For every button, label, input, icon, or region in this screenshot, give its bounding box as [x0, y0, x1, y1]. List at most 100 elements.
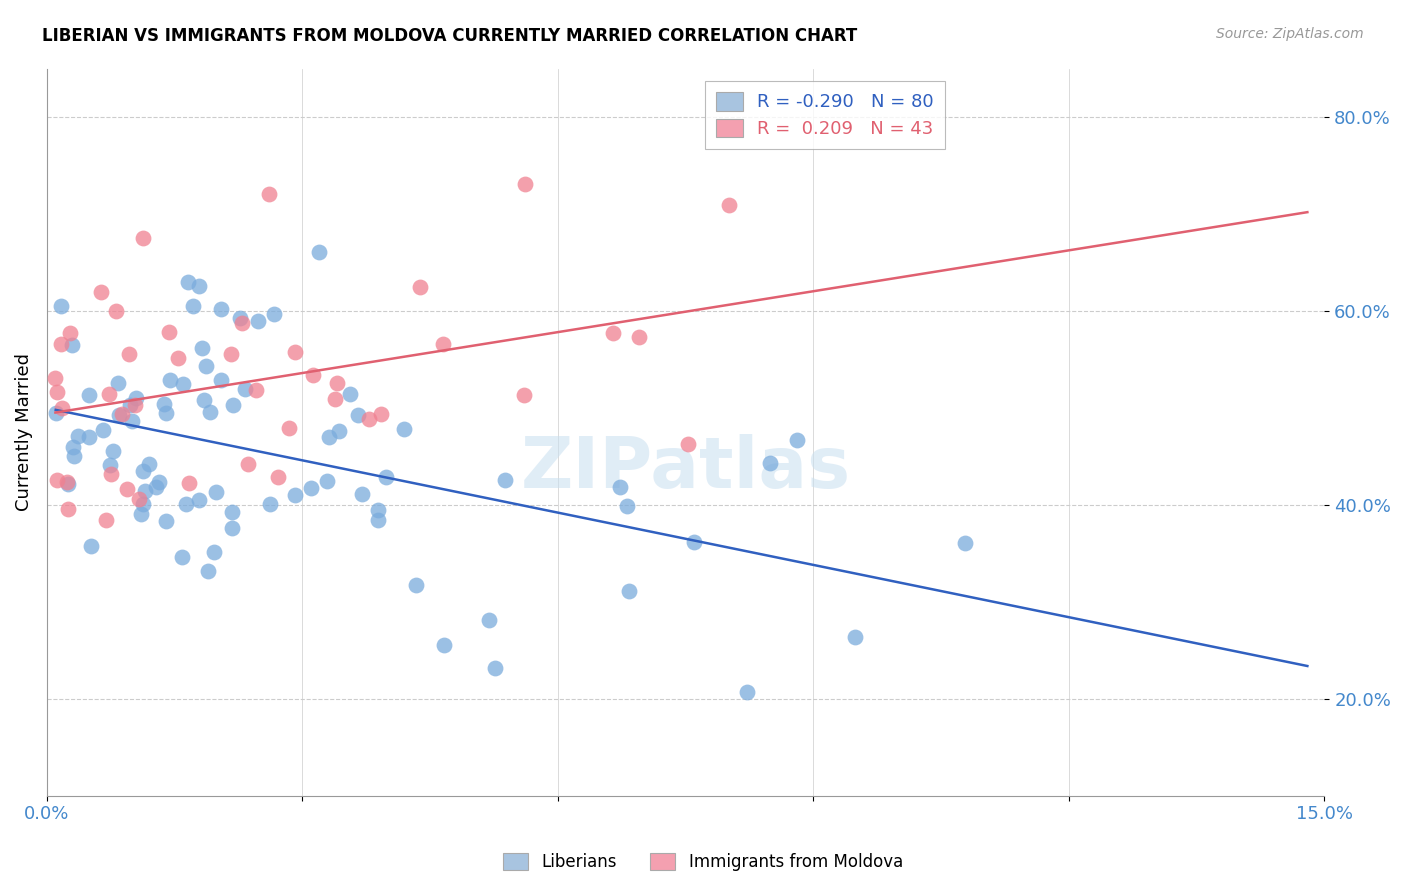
- Point: [221, 347, 243, 361]
- Point: [177, 275, 200, 289]
- Point: [51, 336, 73, 351]
- Point: [405, 578, 427, 592]
- Point: [718, 198, 741, 212]
- Point: [221, 398, 243, 412]
- Point: [259, 497, 281, 511]
- Point: [735, 685, 758, 699]
- Point: [97, 387, 120, 401]
- Point: [105, 303, 128, 318]
- Point: [51, 299, 73, 313]
- Point: [245, 383, 267, 397]
- Point: [844, 630, 866, 644]
- Point: [118, 398, 141, 412]
- Point: [202, 544, 225, 558]
- Point: [77, 388, 100, 402]
- Point: [221, 506, 243, 520]
- Point: [138, 457, 160, 471]
- Point: [118, 347, 141, 361]
- Point: [100, 467, 122, 482]
- Point: [308, 245, 330, 260]
- Text: ZIPatlas: ZIPatlas: [520, 434, 851, 503]
- Point: [159, 374, 181, 388]
- Point: [188, 279, 211, 293]
- Text: Source: ZipAtlas.com: Source: ZipAtlas.com: [1216, 27, 1364, 41]
- Point: [284, 488, 307, 502]
- Point: [45, 406, 67, 420]
- Point: [111, 408, 134, 422]
- Point: [194, 359, 217, 373]
- Point: [359, 412, 381, 426]
- Point: [197, 564, 219, 578]
- Point: [229, 310, 252, 325]
- Point: [209, 373, 232, 387]
- Point: [209, 301, 232, 316]
- Point: [155, 514, 177, 528]
- Point: [62, 441, 84, 455]
- Point: [121, 414, 143, 428]
- Point: [315, 474, 337, 488]
- Point: [153, 397, 176, 411]
- Point: [231, 317, 253, 331]
- Point: [432, 336, 454, 351]
- Point: [433, 638, 456, 652]
- Legend: R = -0.290   N = 80, R =  0.209   N = 43: R = -0.290 N = 80, R = 0.209 N = 43: [704, 81, 945, 149]
- Point: [51, 401, 73, 416]
- Point: [132, 230, 155, 244]
- Point: [326, 376, 349, 390]
- Point: [91, 423, 114, 437]
- Point: [90, 285, 112, 300]
- Point: [46, 473, 69, 487]
- Point: [682, 535, 704, 549]
- Point: [616, 500, 638, 514]
- Point: [484, 661, 506, 675]
- Point: [187, 493, 209, 508]
- Point: [172, 377, 194, 392]
- Point: [134, 483, 156, 498]
- Point: [325, 392, 347, 407]
- Point: [367, 503, 389, 517]
- Point: [367, 513, 389, 527]
- Point: [55, 475, 77, 489]
- Y-axis label: Currently Married: Currently Married: [15, 353, 32, 511]
- Point: [132, 497, 155, 511]
- Point: [167, 351, 190, 366]
- Point: [318, 430, 340, 444]
- Point: [107, 376, 129, 390]
- Point: [617, 584, 640, 599]
- Point: [512, 388, 534, 402]
- Point: [117, 482, 139, 496]
- Point: [263, 307, 285, 321]
- Point: [676, 437, 699, 451]
- Point: [328, 425, 350, 439]
- Point: [56, 502, 79, 516]
- Point: [124, 398, 146, 412]
- Text: LIBERIAN VS IMMIGRANTS FROM MOLDOVA CURRENTLY MARRIED CORRELATION CHART: LIBERIAN VS IMMIGRANTS FROM MOLDOVA CURR…: [42, 27, 858, 45]
- Point: [96, 513, 118, 527]
- Point: [79, 430, 101, 444]
- Point: [205, 484, 228, 499]
- Point: [177, 476, 200, 491]
- Point: [515, 177, 537, 191]
- Point: [350, 487, 373, 501]
- Point: [233, 382, 256, 396]
- Legend: Liberians, Immigrants from Moldova: Liberians, Immigrants from Moldova: [495, 845, 911, 880]
- Point: [181, 299, 204, 313]
- Point: [236, 457, 259, 471]
- Point: [132, 464, 155, 478]
- Point: [191, 341, 214, 355]
- Point: [44, 371, 66, 385]
- Point: [627, 330, 650, 344]
- Point: [221, 521, 243, 535]
- Point: [609, 480, 631, 494]
- Point: [759, 456, 782, 470]
- Point: [59, 326, 82, 340]
- Point: [79, 539, 101, 553]
- Point: [301, 368, 323, 382]
- Point: [155, 406, 177, 420]
- Point: [145, 480, 167, 494]
- Point: [347, 408, 370, 422]
- Point: [494, 473, 516, 487]
- Point: [786, 433, 808, 447]
- Point: [267, 470, 290, 484]
- Point: [60, 337, 83, 351]
